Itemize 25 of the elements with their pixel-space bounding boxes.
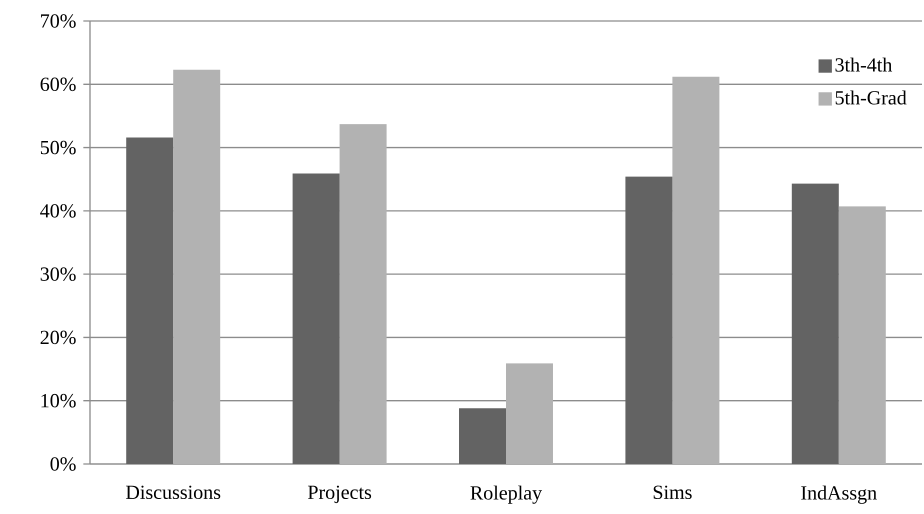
x-tick-label: Projects <box>308 486 372 504</box>
bar <box>173 70 220 464</box>
x-tick-label: Sims <box>654 486 692 500</box>
bar <box>126 137 174 464</box>
y-tick-label: 10% <box>41 394 76 408</box>
bar <box>838 206 886 464</box>
y-tick-label: 0% <box>50 457 76 471</box>
y-tick-label: 20% <box>40 330 76 344</box>
bar <box>792 184 839 464</box>
y-tick-label: 40% <box>40 204 76 218</box>
legend-label: 5th-Grad <box>836 90 906 105</box>
y-tick-label: 70% <box>41 14 76 28</box>
x-tick-label: Roleplay <box>470 486 542 504</box>
bar <box>292 174 340 464</box>
bar <box>340 124 387 464</box>
x-tick-label: Discussions <box>126 486 220 500</box>
bar <box>506 363 553 464</box>
y-tick-label: 30% <box>40 267 76 281</box>
legend-label: 3th-4th <box>836 58 892 72</box>
x-tick-label: IndAssgn <box>801 486 877 504</box>
y-tick-label: 50% <box>40 140 76 154</box>
y-tick-label: 60% <box>40 78 76 92</box>
bar <box>625 176 672 464</box>
bar <box>459 408 506 464</box>
bar <box>672 76 720 464</box>
